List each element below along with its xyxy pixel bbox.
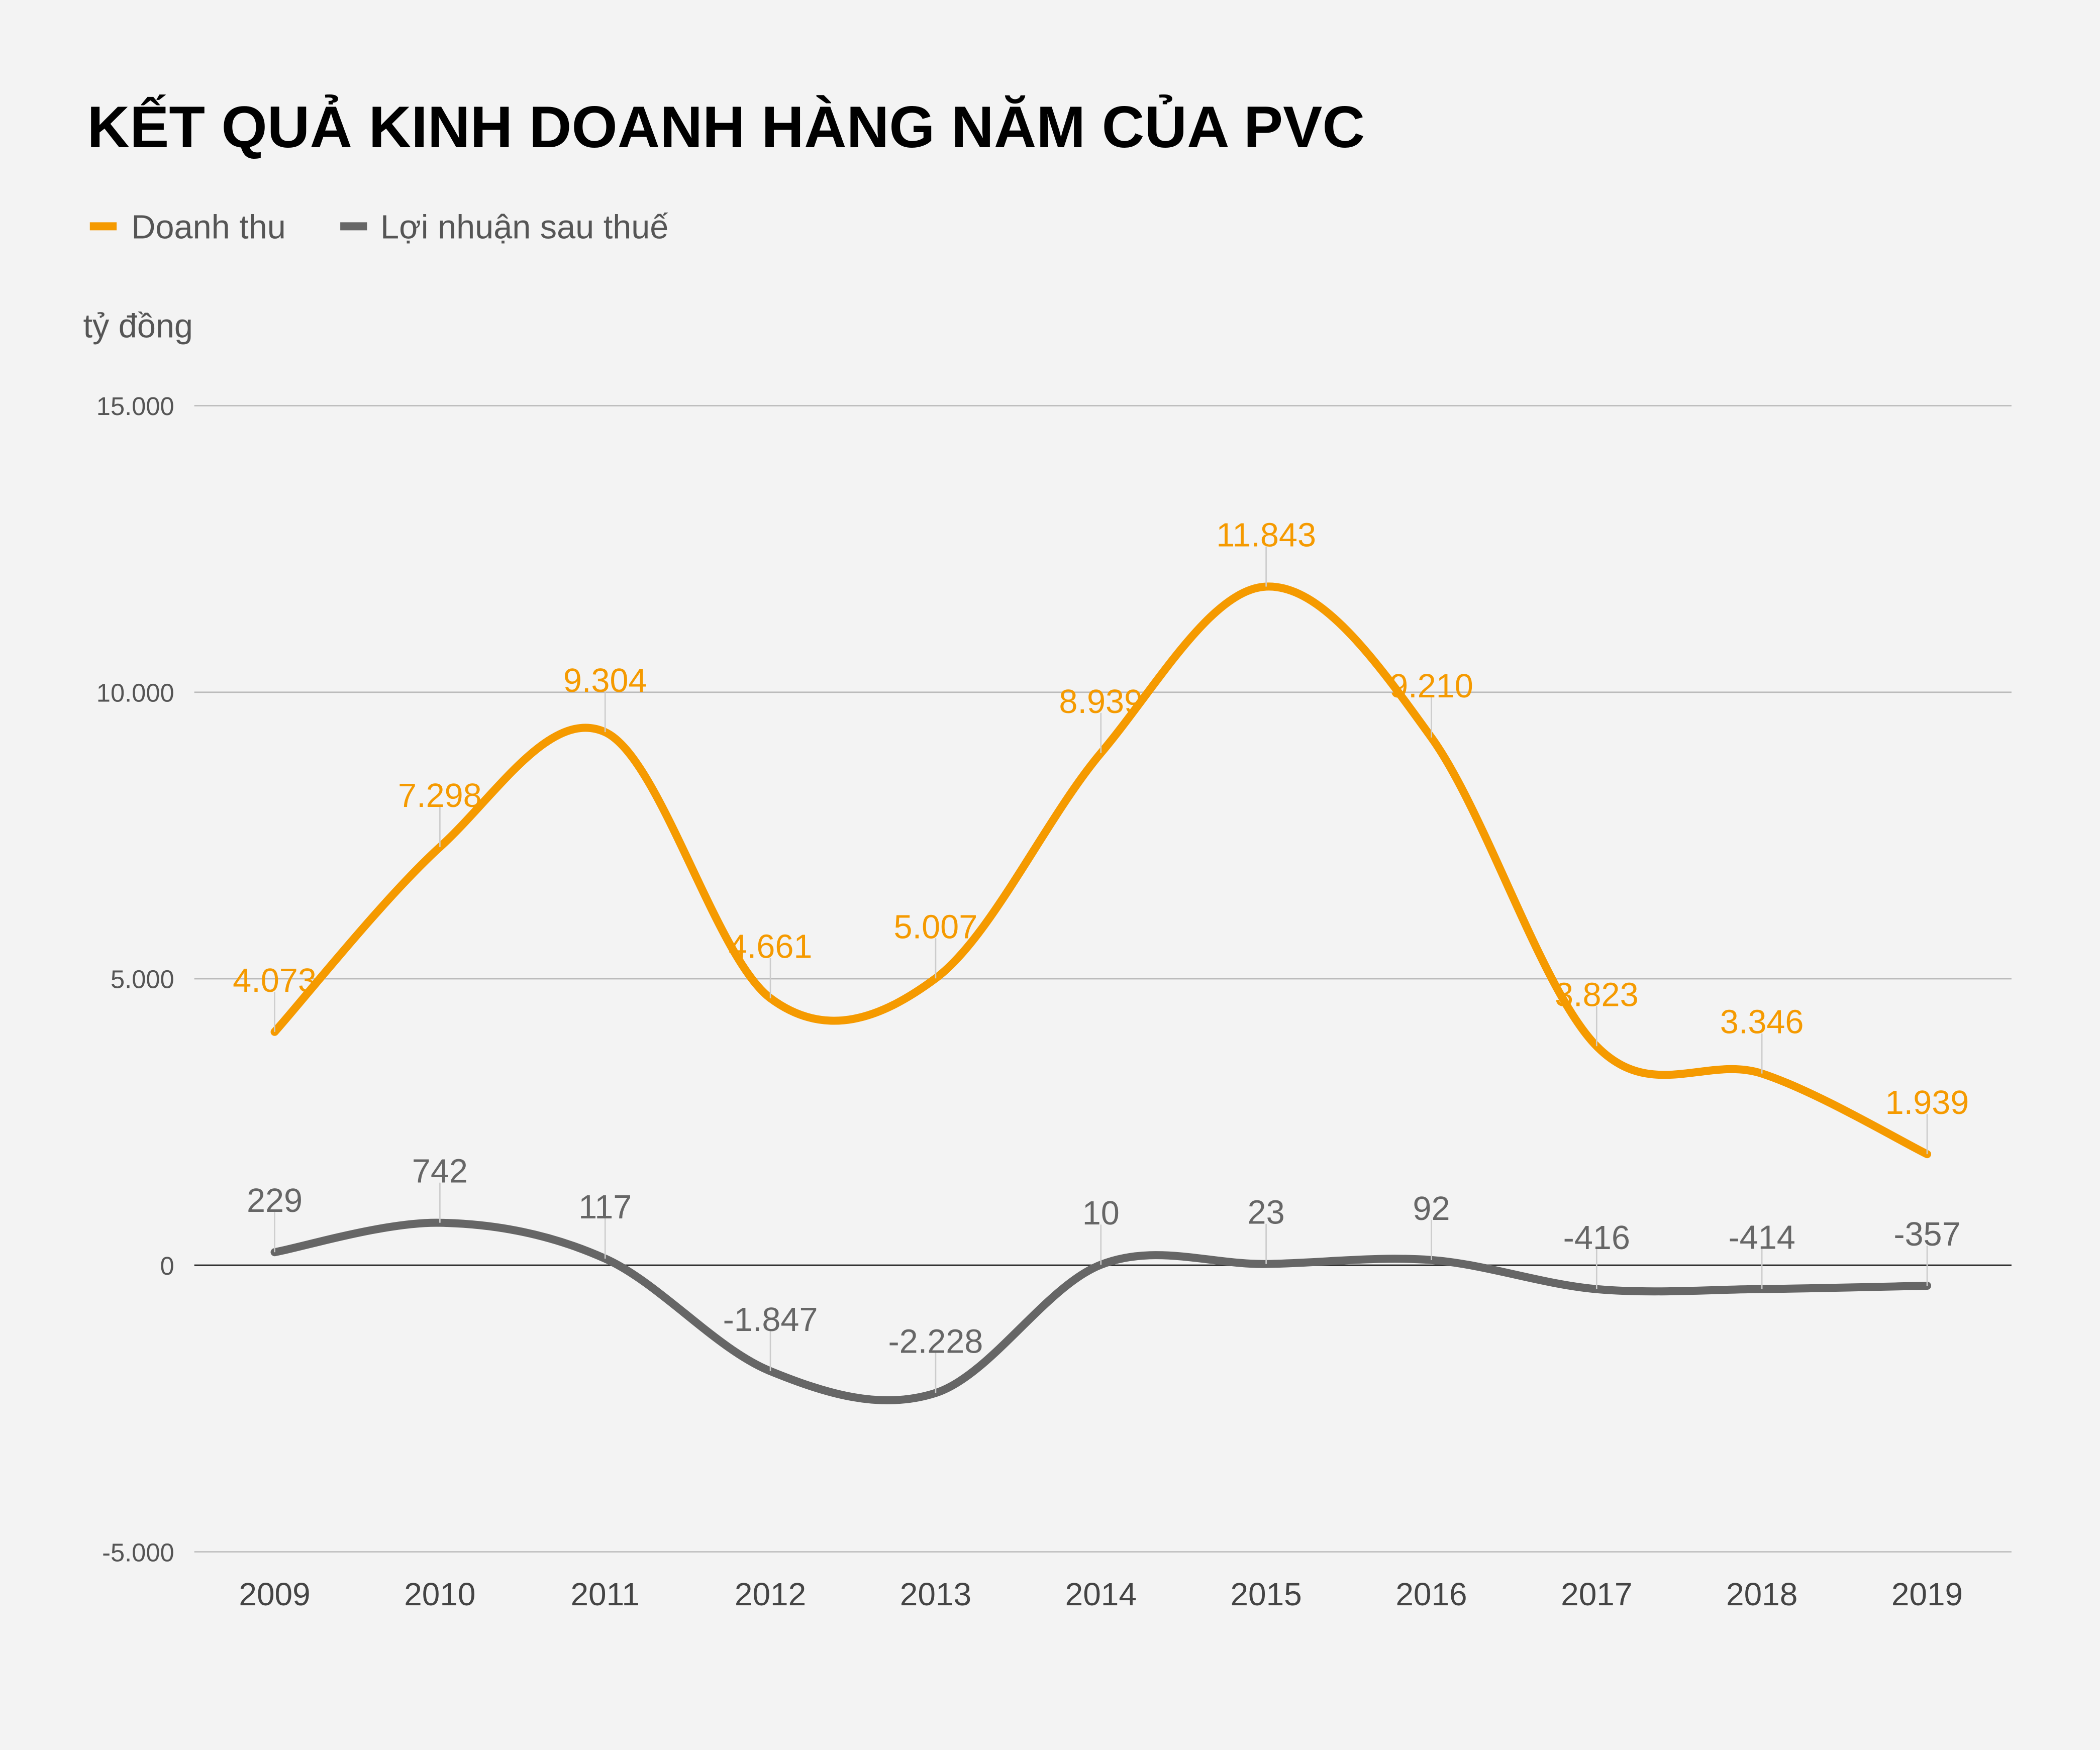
data-label: -357 — [1893, 1216, 1960, 1253]
x-tick-label: 2013 — [900, 1576, 971, 1612]
data-label: 9.304 — [563, 662, 647, 699]
x-tick-label: 2009 — [239, 1576, 310, 1612]
data-label: 742 — [412, 1153, 468, 1190]
x-tick-label: 2019 — [1891, 1576, 1963, 1612]
chart-title: KẾT QUẢ KINH DOANH HÀNG NĂM CỦA PVC — [87, 94, 1365, 160]
data-label: 92 — [1413, 1190, 1450, 1227]
y-axis-unit: tỷ đồng — [83, 308, 192, 345]
data-label: 5.007 — [894, 908, 978, 946]
x-tick-label: 2016 — [1395, 1576, 1467, 1612]
x-tick-label: 2018 — [1726, 1576, 1797, 1612]
series-line-profit — [270, 1218, 1931, 1404]
data-label: 11.843 — [1216, 517, 1316, 554]
x-tick-label: 2010 — [404, 1576, 475, 1612]
legend-label-revenue: Doanh thu — [131, 209, 285, 246]
x-tick-label: 2014 — [1065, 1576, 1137, 1612]
legend-swatch-profit — [340, 222, 367, 231]
x-tick-label: 2017 — [1561, 1576, 1632, 1612]
data-label: -1.847 — [723, 1301, 818, 1339]
data-label: 3.823 — [1555, 976, 1639, 1013]
data-label: 7.298 — [398, 777, 482, 814]
legend: Doanh thu Lợi nhuận sau thuế — [89, 209, 668, 246]
y-tick-label: 5.000 — [111, 965, 174, 994]
data-label: -414 — [1728, 1219, 1795, 1257]
x-tick-label: 2015 — [1230, 1576, 1302, 1612]
y-tick-label: 0 — [160, 1252, 174, 1280]
data-label: 4.073 — [233, 962, 317, 999]
data-label: -416 — [1563, 1219, 1630, 1257]
data-label: 1.939 — [1885, 1084, 1969, 1121]
data-label: 23 — [1248, 1194, 1285, 1231]
data-label: 8.939 — [1059, 683, 1143, 720]
data-label: 117 — [578, 1189, 632, 1226]
y-tick-label: -5.000 — [102, 1538, 174, 1567]
data-label: 229 — [247, 1182, 303, 1219]
data-label: -2.228 — [888, 1323, 983, 1360]
x-tick-label: 2012 — [735, 1576, 806, 1612]
legend-label-profit: Lợi nhuận sau thuế — [380, 209, 668, 246]
legend-swatch-revenue — [89, 222, 117, 231]
data-label: 3.346 — [1720, 1004, 1804, 1041]
y-tick-label: 10.000 — [96, 678, 174, 707]
series-line-revenue — [270, 582, 1931, 1159]
x-tick-label: 2011 — [570, 1576, 640, 1612]
data-label: 10 — [1082, 1195, 1120, 1232]
y-tick-label: 15.000 — [96, 392, 174, 421]
data-label: 9.210 — [1389, 668, 1473, 705]
data-label: 4.661 — [729, 929, 813, 966]
